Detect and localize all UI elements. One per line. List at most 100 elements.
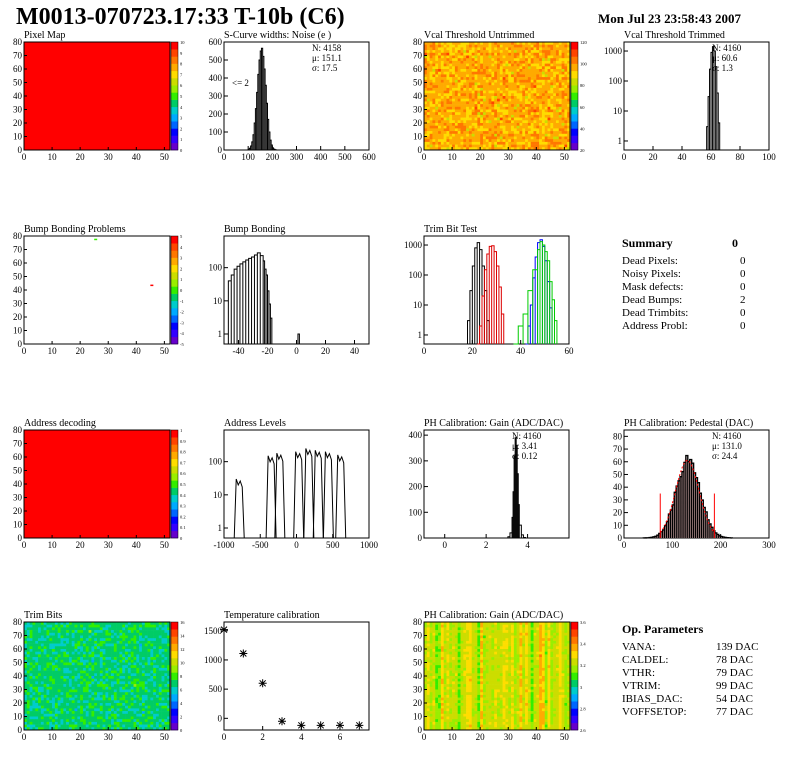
heatmap-cell [158, 635, 162, 639]
x-tick-label: 300 [762, 540, 776, 550]
heatmap-cell [82, 711, 87, 715]
heatmap-cell [66, 681, 70, 685]
heatmap-cell [474, 109, 478, 113]
heatmap-cell [102, 659, 106, 663]
heatmap-cell [527, 632, 531, 636]
heatmap-cell [541, 131, 546, 135]
heatmap-cell [150, 662, 154, 666]
heatmap-cell [113, 708, 117, 712]
heatmap-cell [68, 676, 73, 679]
heatmap-cell [66, 692, 70, 696]
heatmap-cell [164, 651, 168, 655]
heatmap-cell [527, 141, 531, 145]
heatmap-cell [522, 77, 526, 81]
heatmap-cell [38, 654, 42, 658]
heatmap-cell [119, 624, 123, 628]
heatmap-cell [113, 711, 117, 715]
heatmap-cell [516, 125, 520, 129]
heatmap-cell [547, 106, 551, 110]
heatmap-cell [426, 96, 430, 99]
heatmap-cell [429, 93, 433, 97]
heatmap-cell [446, 47, 450, 51]
heatmap-cell [57, 673, 61, 677]
heatmap-cell [130, 697, 134, 701]
heatmap-cell [153, 649, 157, 652]
heatmap-cell [539, 112, 543, 116]
heatmap-cell [57, 724, 61, 728]
heatmap-cell [136, 643, 140, 647]
heatmap-cell [116, 670, 120, 674]
heatmap-cell [127, 697, 131, 701]
heatmap-cell [153, 719, 157, 723]
heatmap-cell [511, 106, 515, 110]
heatmap-cell [463, 66, 467, 70]
heatmap-cell [105, 624, 109, 628]
heatmap-cell [438, 71, 442, 75]
heatmap-cell [530, 96, 534, 99]
heatmap-cell [471, 98, 475, 102]
heatmap-cell [480, 44, 484, 48]
heatmap-cell [561, 125, 565, 129]
heatmap-cell [63, 627, 67, 631]
color-scale-band [571, 78, 578, 86]
heatmap-cell [519, 622, 523, 625]
heatmap-cell [97, 632, 101, 636]
y-tick-label: 40 [613, 482, 623, 492]
heatmap-cell [125, 711, 129, 715]
heatmap-cell [488, 109, 492, 113]
heatmap-cell [446, 77, 450, 81]
summary-row-label: Noisy Pixels: [622, 267, 681, 280]
heatmap-cell [49, 727, 53, 731]
heatmap-cell [541, 42, 546, 45]
heatmap-cell [457, 60, 461, 64]
heatmap-cell [111, 724, 115, 728]
y-tick-label: 500 [209, 684, 223, 694]
heatmap-cell [66, 684, 70, 688]
heatmap-cell [463, 104, 467, 108]
heatmap-cell [550, 136, 554, 140]
heatmap-cell [91, 700, 95, 704]
heatmap-cell [24, 670, 28, 674]
heatmap-cell [527, 139, 531, 143]
heatmap-cell [516, 69, 520, 72]
heatmap-cell [116, 662, 120, 666]
heatmap-cell [561, 44, 565, 48]
heatmap-cell [54, 667, 58, 671]
heatmap-cell [460, 55, 464, 59]
heatmap-cell [24, 643, 28, 647]
heatmap-cell [533, 117, 537, 121]
heatmap-cell [454, 622, 458, 625]
heatmap-cell [505, 120, 509, 124]
heatmap-cell [443, 93, 447, 97]
heatmap-cell [116, 640, 120, 644]
heatmap-cell [454, 90, 458, 94]
heatmap-cell [432, 624, 436, 628]
heatmap-cell [497, 630, 501, 634]
heatmap-cell [40, 676, 44, 679]
heatmap-cell [564, 112, 568, 116]
heatmap-cell [511, 117, 515, 121]
heatmap-cell [102, 657, 106, 661]
heatmap-cell [511, 79, 515, 83]
heatmap-cell [449, 131, 453, 135]
heatmap-cell [499, 71, 503, 75]
heatmap-cell [164, 643, 168, 647]
heatmap-cell [494, 96, 498, 99]
heatmap-cell [111, 649, 115, 652]
heatmap-cell [60, 705, 64, 709]
heatmap-cell [533, 123, 537, 126]
heatmap-cell [99, 684, 103, 688]
heatmap-cell [516, 85, 520, 89]
heatmap-cell [127, 643, 131, 647]
heatmap-cell [133, 667, 137, 671]
heatmap-cell [426, 82, 430, 86]
heatmap-cell [77, 708, 81, 712]
heatmap-cell [446, 93, 450, 97]
y-tick-label: 0 [18, 145, 23, 155]
heatmap-cell [567, 44, 571, 48]
heatmap-cell [144, 630, 148, 634]
heatmap-cell [108, 724, 112, 728]
heatmap-cell [133, 686, 137, 690]
color-scale-label: 2 [180, 715, 182, 720]
heatmap-cell [122, 727, 126, 731]
